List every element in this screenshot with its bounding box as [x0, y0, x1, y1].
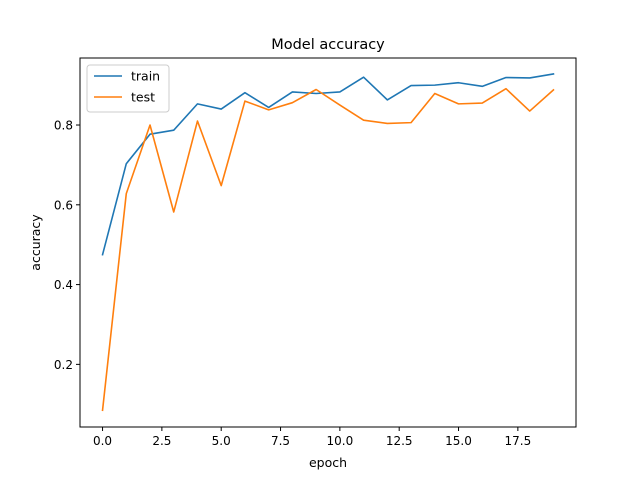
x-tick-label: 0.0	[93, 434, 112, 448]
ticks-layer: 0.0 2.5 5.0 7.5 10.0 12.5 15.0 17.5 0.2 0.4 0.6 0.8	[54, 119, 531, 448]
x-axis-label: epoch	[309, 455, 347, 470]
x-tick-label: 7.5	[271, 434, 290, 448]
x-tick-label: 12.5	[386, 434, 413, 448]
y-tick-label: 0.4	[54, 278, 73, 292]
series-line-test	[101, 87, 555, 412]
series-line-train	[101, 73, 555, 256]
x-tick-label: 17.5	[504, 434, 531, 448]
y-axis-label: accuracy	[28, 214, 43, 271]
x-tick-label: 15.0	[445, 434, 472, 448]
y-tick-label: 0.8	[54, 119, 73, 133]
y-tick-label: 0.2	[54, 358, 73, 372]
legend-label-train: train	[131, 69, 160, 84]
lines-layer	[101, 73, 555, 412]
x-tick-label: 10.0	[327, 434, 354, 448]
chart-title: Model accuracy	[271, 37, 385, 53]
x-tick-label: 2.5	[152, 434, 171, 448]
y-tick-label: 0.6	[54, 198, 73, 212]
legend-label-test: test	[131, 90, 155, 105]
legend: train test	[86, 64, 170, 113]
axes-frame	[79, 57, 577, 428]
x-tick-label: 5.0	[212, 434, 231, 448]
